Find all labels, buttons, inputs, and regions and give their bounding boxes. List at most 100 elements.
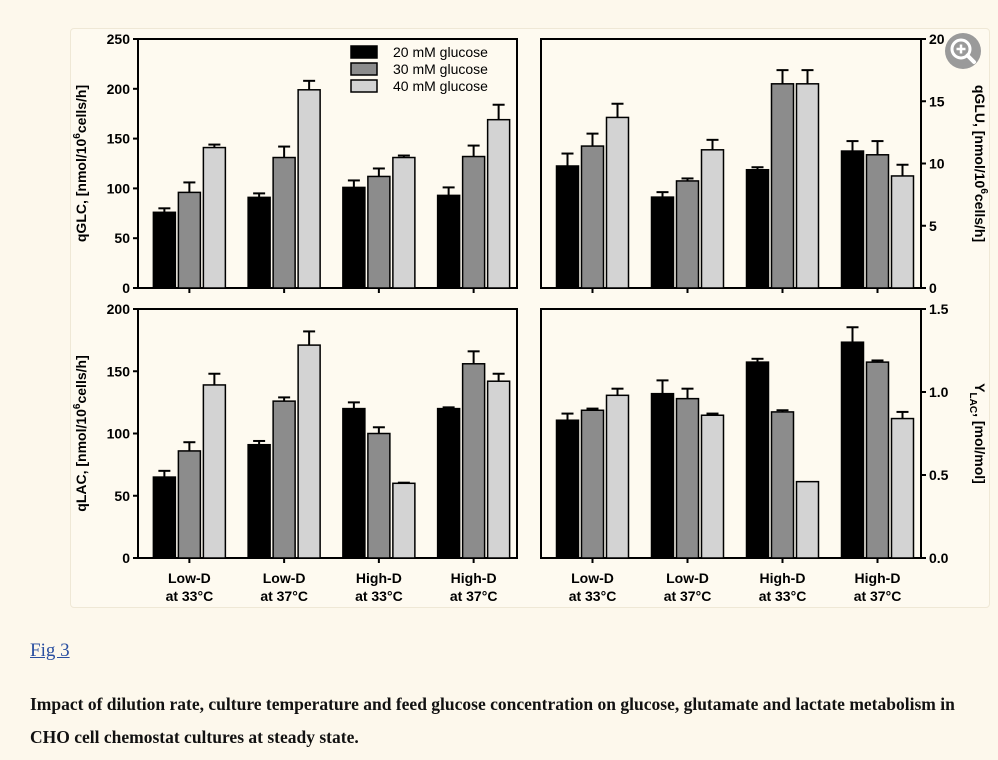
bar-0-3 — [840, 341, 865, 559]
bar-1-0 — [177, 191, 202, 289]
bar-1-3 — [865, 154, 890, 289]
bar-0-1 — [650, 196, 675, 289]
y-tick-label: 0 — [122, 280, 130, 296]
figure-link[interactable]: Fig 3 — [30, 640, 70, 661]
bar-2-3 — [890, 175, 915, 289]
zoom-button[interactable] — [945, 33, 981, 69]
y-tick-label: 50 — [114, 488, 130, 504]
zoom-in-icon — [950, 38, 976, 64]
y-tick-label: 10 — [929, 156, 945, 172]
x-tick-label: at 37°C — [664, 588, 712, 604]
bar-2-1 — [297, 89, 321, 289]
x-tick-label: at 37°C — [260, 588, 308, 604]
plot-frame — [137, 38, 518, 289]
bar-2-1 — [297, 344, 321, 559]
bar-0-0 — [555, 165, 580, 289]
bar-1-1 — [272, 400, 296, 559]
x-tick-label: at 37°C — [450, 588, 498, 604]
legend-label-0: 20 mM glucose — [393, 44, 488, 60]
x-tick-label: Low-D — [168, 570, 211, 586]
plot-frame — [540, 308, 922, 559]
y-tick-label: 100 — [107, 426, 131, 442]
bar-2-0 — [202, 384, 227, 559]
y-tick-label: 150 — [107, 363, 131, 379]
bar-2-0 — [605, 394, 630, 559]
y-tick-label: 0 — [122, 550, 130, 566]
bar-2-3 — [890, 417, 915, 559]
x-tick-label: at 33°C — [355, 588, 403, 604]
y-tick-label: 150 — [107, 131, 131, 147]
bar-2-0 — [605, 116, 630, 289]
y-tick-label: 5 — [929, 218, 937, 234]
bar-2-2 — [795, 83, 820, 289]
chart-panel-qGLC: 0 50 100 150 200 250 qGLC, [nmol/106cells/h] 20… — [72, 31, 518, 296]
chart-panel-qLAC: 0 50 100 150 200 qLAC, [nmol/106cells/h] Low-D… — [72, 301, 518, 604]
bar-1-1 — [675, 180, 700, 289]
bar-1-1 — [675, 397, 700, 559]
y-tick-label: 100 — [107, 180, 131, 196]
bar-2-0 — [202, 146, 227, 289]
bar-0-3 — [436, 194, 461, 289]
bar-0-2 — [745, 361, 770, 559]
x-tick-label: at 33°C — [759, 588, 807, 604]
bar-0-1 — [650, 392, 675, 559]
y-tick-label: 20 — [929, 31, 945, 47]
bar-0-2 — [342, 407, 366, 559]
bar-0-0 — [152, 211, 177, 289]
bar-0-0 — [555, 419, 580, 559]
bar-0-0 — [152, 476, 177, 559]
y-tick-label: 1.5 — [929, 301, 949, 317]
y-tick-label: 250 — [107, 31, 131, 47]
bar-1-0 — [580, 145, 605, 289]
x-tick-label: High-D — [356, 570, 402, 586]
bar-0-1 — [247, 196, 271, 289]
bar-1-2 — [367, 432, 391, 559]
x-tick-label: at 33°C — [166, 588, 214, 604]
x-tick-label: Low-D — [571, 570, 614, 586]
bar-0-3 — [436, 407, 461, 559]
x-tick-label: Low-D — [666, 570, 709, 586]
bar-1-1 — [272, 156, 296, 289]
x-tick-label: at 33°C — [569, 588, 617, 604]
y-tick-label: 200 — [107, 81, 131, 97]
chart-panel-YLAC: 0.0 0.5 1.0 1.5 YLAC, [mol/mol] Low-D at 33°C L… — [540, 301, 988, 604]
y-axis-label: qGLU, [nmol/106cells/h] — [972, 85, 989, 242]
bar-1-0 — [580, 409, 605, 559]
y-axis-label: YLAC, [mol/mol] — [967, 383, 988, 484]
y-tick-label: 200 — [107, 301, 131, 317]
bar-1-0 — [177, 450, 202, 559]
bar-2-1 — [700, 149, 725, 289]
y-tick-label: 0.5 — [929, 467, 949, 483]
bar-2-2 — [795, 480, 820, 559]
legend-swatch-1 — [350, 62, 378, 76]
bar-1-3 — [461, 363, 486, 559]
x-tick-label: Low-D — [263, 570, 306, 586]
y-axis-label: qLAC, [nmol/106cells/h] — [72, 355, 89, 511]
y-tick-label: 0 — [929, 280, 937, 296]
bar-0-3 — [840, 150, 865, 289]
x-tick-label: High-D — [855, 570, 901, 586]
x-tick-label: High-D — [760, 570, 806, 586]
legend-label-1: 30 mM glucose — [393, 61, 488, 77]
y-tick-label: 0.0 — [929, 550, 949, 566]
legend-label-2: 40 mM glucose — [393, 78, 488, 94]
y-tick-label: 15 — [929, 93, 945, 109]
bar-1-2 — [367, 175, 391, 289]
bar-1-3 — [865, 361, 890, 559]
y-tick-label: 1.0 — [929, 384, 949, 400]
chart-panel-qGLU: 0 5 10 15 20 qGLU, [nmol/106cells/h] — [540, 31, 989, 296]
legend-swatch-0 — [350, 45, 378, 59]
figure-panel: 0 50 100 150 200 250 qGLC, [nmol/106cells/h] 20… — [70, 28, 990, 608]
bar-2-3 — [486, 118, 511, 289]
bar-2-1 — [700, 414, 725, 559]
bar-0-2 — [342, 186, 366, 289]
bar-1-3 — [461, 155, 486, 289]
x-tick-label: High-D — [451, 570, 497, 586]
y-axis-label: qGLC, [nmol/106cells/h] — [72, 85, 89, 242]
bar-1-2 — [770, 411, 795, 559]
bar-2-3 — [486, 380, 511, 559]
legend-swatch-2 — [350, 79, 378, 93]
bar-2-2 — [392, 482, 416, 559]
